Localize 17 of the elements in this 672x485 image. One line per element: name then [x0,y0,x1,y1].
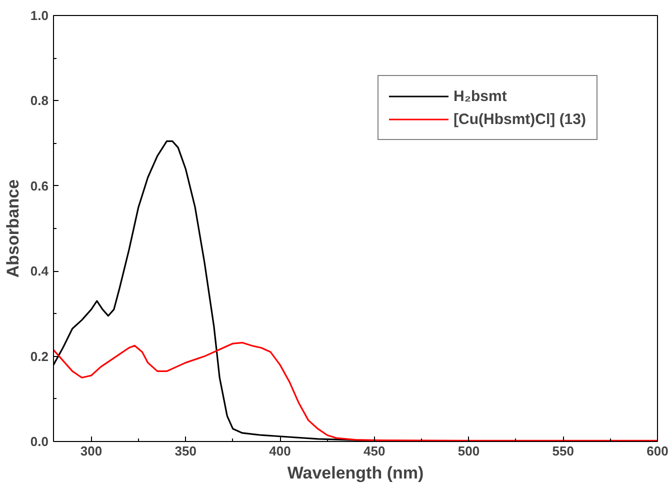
x-tick-label: 550 [552,444,574,458]
y-tick-label: 1.0 [30,8,49,23]
y-tick-label: 0.6 [30,178,49,194]
x-tick-label: 400 [269,444,291,458]
y-tick-label: 0.8 [30,93,49,108]
legend-label: [Cu(Hbsmt)Cl] (13) [454,110,586,128]
x-tick-label: 600 [646,444,668,458]
y-tick-label: 0.0 [30,434,49,449]
y-tick-label: 0.4 [30,264,50,279]
x-tick-label: 450 [364,444,386,458]
x-axis-title: Wavelength (nm) [287,464,424,482]
x-tick-label: 350 [174,444,196,458]
x-tick-label: 300 [80,444,102,458]
y-axis-title: Absorbance [3,179,22,278]
y-tick-label: 0.2 [30,348,49,364]
legend-label: H₂bsmt [454,88,507,104]
x-tick-label: 500 [458,444,480,458]
